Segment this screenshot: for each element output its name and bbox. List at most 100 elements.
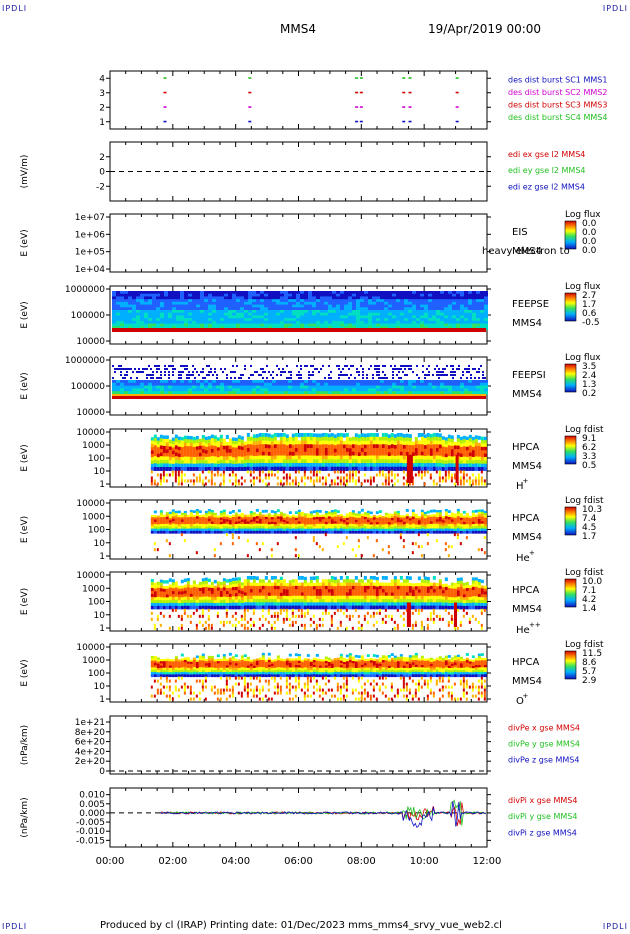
- spectrogram-cell: [384, 459, 388, 464]
- spectrogram-cell: [162, 514, 166, 518]
- spectrogram-cell: [252, 296, 256, 300]
- spectrogram-cell: [240, 374, 242, 376]
- spectrogram-cell: [344, 315, 348, 319]
- spectrogram-cell: [362, 371, 364, 373]
- spectrogram-cell: [438, 444, 442, 449]
- spectrogram-cell: [351, 510, 355, 513]
- spectrogram-cell: [192, 519, 196, 523]
- spectrogram-cell: [248, 315, 252, 319]
- spectrogram-cell: [228, 459, 232, 464]
- spectrogram-cell: [384, 296, 388, 300]
- spectrogram-cell: [303, 433, 307, 438]
- spectrogram-cell: [228, 479, 231, 483]
- spectrogram-cell: [256, 310, 260, 314]
- spectrogram-cell: [440, 385, 444, 389]
- spectrogram-cell: [429, 523, 433, 527]
- spectrogram-cell: [148, 388, 152, 392]
- spectrogram-cell: [172, 310, 176, 314]
- spectrogram-cell: [309, 459, 313, 464]
- spectrogram-cell: [378, 451, 382, 457]
- spectrogram-cell: [204, 450, 208, 455]
- spectrogram-cell: [360, 482, 363, 486]
- spectrogram-cell: [378, 519, 382, 523]
- spectrogram-cell: [438, 437, 442, 442]
- spectrogram-cell: [309, 440, 313, 445]
- spectrogram-cell: [396, 517, 400, 521]
- y-tick-label: 1e+05: [75, 248, 105, 258]
- spectrogram-cell: [360, 382, 364, 387]
- spectrogram-cell: [420, 512, 424, 515]
- spectrogram-cell: [423, 463, 427, 468]
- spectrogram-cell: [297, 526, 301, 529]
- spectrogram-cell: [216, 312, 220, 316]
- spectrogram-cell: [372, 554, 375, 558]
- spectrogram-cell: [474, 368, 476, 370]
- spectrogram-cell: [312, 326, 316, 330]
- spectrogram-cell: [472, 304, 476, 308]
- spectrogram-cell: [380, 301, 384, 306]
- spectrogram-cell: [192, 391, 196, 395]
- spectrogram-cell: [270, 530, 274, 534]
- colorbar-tick-label: 4.5: [582, 523, 596, 533]
- spectrogram-cell: [352, 318, 356, 322]
- spectrogram-cell: [236, 301, 240, 306]
- spectrogram-cell: [402, 482, 405, 486]
- spectrogram-cell: [180, 377, 182, 379]
- spectrogram-cell: [429, 444, 433, 450]
- spectrogram-cell: [183, 510, 187, 514]
- spectrogram-cell: [216, 522, 220, 525]
- spectrogram-cell: [152, 385, 156, 389]
- spectrogram-cell: [384, 473, 387, 477]
- spectrogram-cell: [188, 391, 192, 395]
- spectrogram-cell: [176, 312, 180, 316]
- spectrogram-cell: [230, 371, 232, 373]
- spectrogram-cell: [207, 521, 211, 524]
- spectrogram-cell: [225, 533, 228, 537]
- spectrogram-cell: [192, 517, 196, 520]
- spectrogram-cell: [357, 539, 360, 543]
- spectrogram-cell: [438, 476, 441, 480]
- spectrogram-cell: [423, 445, 427, 450]
- spectrogram-cell: [132, 323, 136, 327]
- spectrogram-cell: [208, 365, 210, 367]
- spectrogram-cell: [279, 440, 283, 445]
- spectrogram-cell: [308, 371, 310, 373]
- spectrogram-cell: [279, 459, 283, 464]
- spectrogram-cell: [244, 299, 248, 303]
- spectrogram-cell: [297, 433, 301, 438]
- spectrogram-cell: [236, 310, 240, 314]
- spectrogram-cell: [270, 526, 274, 530]
- spectrogram-cell: [424, 310, 428, 314]
- corner-mark-bottom-left: IPDLI: [2, 922, 28, 931]
- spectrogram-cell: [296, 320, 300, 325]
- spectrogram-cell: [426, 459, 430, 464]
- spectrogram-cell: [188, 323, 192, 327]
- spectrogram-cell: [240, 449, 244, 454]
- spectrogram-cell: [380, 326, 384, 330]
- spectrogram-cell: [387, 513, 391, 517]
- spectrogram-cell: [452, 307, 456, 311]
- spectrogram-cell: [346, 374, 348, 376]
- spectrogram-cell: [460, 291, 464, 295]
- spectrogram-cell: [450, 365, 452, 367]
- spectrogram-cell: [426, 466, 430, 471]
- y-tick-label: 1000000: [65, 356, 105, 366]
- spectrogram-cell: [249, 444, 253, 449]
- spectrogram-cell: [339, 476, 342, 480]
- burst-mark: [402, 106, 406, 108]
- instrument-label: HPCA: [512, 442, 540, 453]
- spectrogram-cell: [132, 312, 136, 316]
- spectrogram-cell: [448, 299, 452, 303]
- spectrogram-cell: [237, 442, 241, 447]
- spectrogram-cell: [484, 385, 488, 389]
- spectrogram-cell: [472, 380, 476, 384]
- spectrogram-cell: [336, 433, 340, 438]
- spectrogram-cell: [171, 516, 175, 520]
- spectrogram-cell: [219, 524, 223, 527]
- spectrogram-cell: [258, 447, 262, 453]
- spectrogram-cell: [330, 451, 334, 456]
- spectrogram-cell: [342, 440, 346, 445]
- spectrogram-cell: [387, 545, 390, 549]
- spectrogram-cell: [162, 456, 166, 461]
- spectrogram-cell: [168, 293, 172, 297]
